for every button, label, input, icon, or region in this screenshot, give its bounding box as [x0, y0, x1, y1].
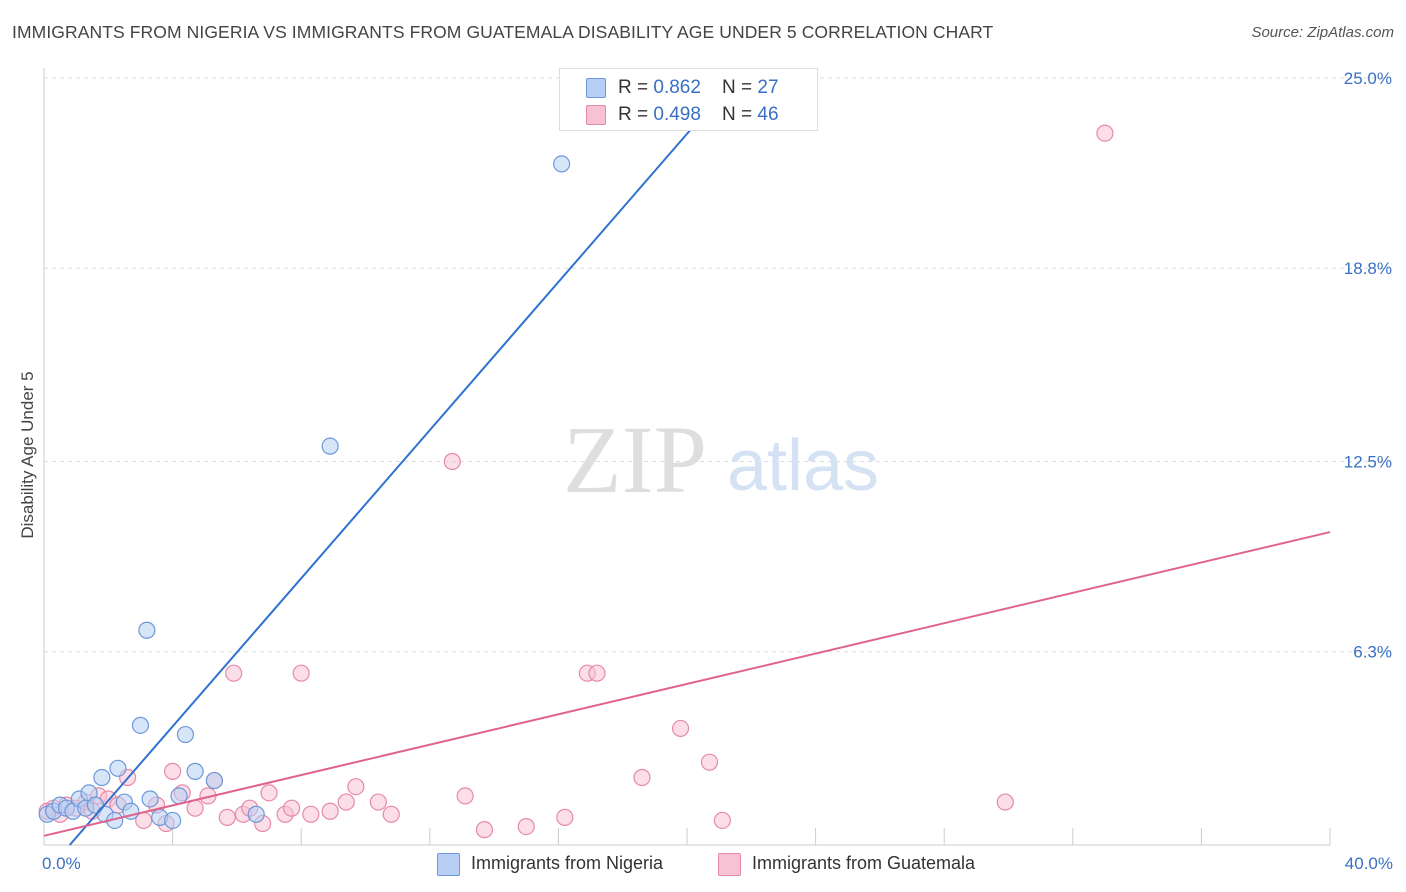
trend-lines — [43, 129, 1331, 846]
guatemala-point — [337, 793, 355, 811]
guatemala-point — [292, 664, 310, 682]
guatemala-point — [517, 817, 535, 836]
y-tick-label: 18.8% — [1344, 259, 1392, 278]
chart-title: IMMIGRANTS FROM NIGERIA VS IMMIGRANTS FR… — [12, 22, 994, 42]
r-value: 0.498 — [653, 104, 701, 125]
nigeria-points — [38, 155, 571, 830]
nigeria-trend-line — [68, 129, 691, 846]
guatemala-point — [588, 664, 606, 682]
x-tick-label-min: 0.0% — [42, 854, 81, 873]
guatemala-point — [186, 799, 204, 817]
guatemala-point — [556, 808, 574, 826]
watermark-zip: ZIP — [563, 406, 707, 513]
guatemala-point — [475, 821, 494, 839]
guatemala-legend-swatch — [718, 853, 741, 876]
watermark: ZIP atlas — [563, 406, 879, 513]
guatemala-point — [260, 784, 278, 802]
guatemala-trend-line — [43, 531, 1331, 837]
r-label: R = — [618, 104, 654, 125]
guatemala-point — [321, 802, 339, 820]
guatemala-point — [347, 778, 365, 796]
nigeria-swatch — [586, 78, 606, 98]
x-tick-label-max: 40.0% — [1345, 854, 1393, 873]
nigeria-point — [321, 437, 339, 455]
nigeria-point — [141, 790, 159, 808]
nigeria-point — [93, 768, 111, 787]
grid-lines — [44, 77, 1390, 653]
n-label: N = — [722, 104, 758, 125]
guatemala-point — [218, 808, 236, 826]
guatemala-point — [282, 799, 301, 817]
tick-labels: 6.3% 12.5% 18.8% 25.0% 0.0% 40.0% — [42, 69, 1393, 873]
guatemala-point — [456, 787, 474, 805]
nigeria-point — [109, 759, 127, 777]
guatemala-point — [700, 753, 719, 771]
r-value: 0.862 — [653, 77, 701, 98]
nigeria-point — [176, 725, 195, 744]
nigeria-point — [138, 621, 156, 639]
guatemala-point — [713, 811, 731, 830]
nigeria-point — [170, 787, 188, 805]
source-label: Source: ZipAtlas.com — [1251, 24, 1394, 41]
nigeria-point — [186, 762, 204, 780]
guatemala-point — [382, 805, 400, 823]
nigeria-point — [247, 805, 265, 823]
guatemala-point — [164, 762, 182, 780]
nigeria-legend-swatch — [437, 853, 460, 876]
guatemala-point — [671, 719, 690, 738]
series-legend: Immigrants from Nigeria Immigrants from … — [0, 852, 1406, 878]
nigeria-point — [164, 811, 182, 830]
n-label: N = — [722, 77, 758, 98]
legend-guatemala-text: R = 0.498 N = 46 — [618, 104, 779, 126]
y-axis-label: Disability Age Under 5 — [18, 371, 37, 539]
guatemala-point — [443, 452, 461, 471]
n-value: 46 — [757, 104, 779, 125]
legend-label-nigeria: Immigrants from Nigeria — [471, 853, 664, 873]
n-value: 27 — [757, 77, 779, 98]
guatemala-point — [225, 664, 243, 682]
correlation-legend: R = 0.862 N = 27 R = 0.498 N = 46 — [559, 68, 818, 131]
legend-nigeria-text: R = 0.862 N = 27 — [618, 77, 779, 99]
watermark-atlas: atlas — [727, 426, 879, 506]
legend-label-guatemala: Immigrants from Guatemala — [752, 853, 976, 873]
guatemala-point — [633, 768, 651, 787]
axes — [43, 68, 1331, 846]
guatemala-swatch — [586, 105, 606, 125]
guatemala-point — [1096, 124, 1114, 142]
guatemala-point — [996, 793, 1014, 811]
r-label: R = — [618, 77, 654, 98]
guatemala-point — [302, 805, 320, 823]
nigeria-point — [205, 771, 223, 790]
y-tick-label: 25.0% — [1344, 69, 1392, 88]
guatemala-point — [369, 793, 387, 811]
y-tick-label: 12.5% — [1344, 453, 1392, 472]
nigeria-point — [553, 155, 571, 173]
nigeria-point — [131, 716, 150, 734]
y-tick-label: 6.3% — [1353, 643, 1392, 662]
